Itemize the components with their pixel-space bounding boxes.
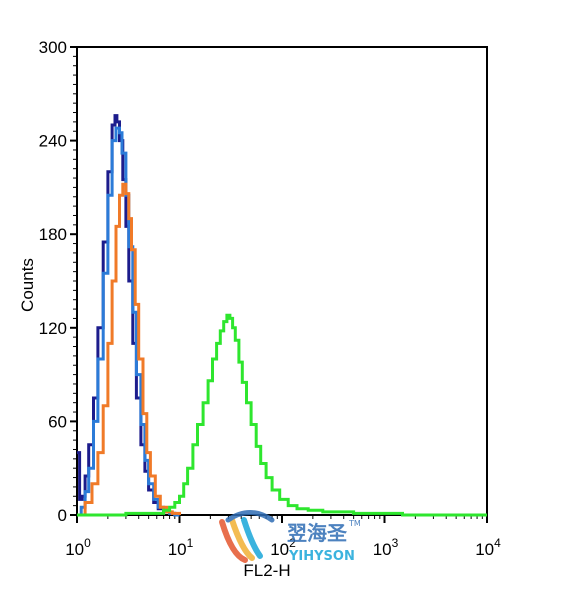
- y-tick-label: 240: [39, 132, 67, 151]
- brand-name-cn: 翌海圣: [287, 521, 348, 545]
- series-line-4: [77, 313, 487, 517]
- y-axis: 0 60 120 180 240 300: [39, 38, 77, 525]
- x-tick-label: 101: [168, 536, 194, 559]
- series-line-3: [77, 182, 181, 517]
- series-line-2: [77, 126, 180, 517]
- x-axis: 100 101 102 103 104: [65, 515, 501, 559]
- y-tick-label: 300: [39, 38, 67, 57]
- y-tick-label: 180: [39, 225, 67, 244]
- series-line-1: [77, 114, 180, 517]
- x-tick-label: 104: [475, 536, 501, 559]
- y-tick-label: 60: [48, 412, 67, 431]
- brand-watermark: 翌海圣 TM YIHYSON: [219, 510, 361, 564]
- series-layer: [77, 114, 487, 517]
- brand-trademark: TM: [348, 519, 361, 528]
- brand-name-en: YIHYSON: [288, 549, 355, 564]
- brand-logo-icon: [219, 510, 275, 563]
- x-tick-label: 102: [270, 536, 296, 559]
- y-tick-label: 0: [58, 506, 67, 525]
- y-axis-title: Counts: [18, 258, 37, 312]
- x-tick-label: 100: [65, 536, 91, 559]
- x-axis-title: FL2-H: [243, 561, 290, 580]
- y-tick-label: 120: [39, 319, 67, 338]
- x-tick-label: 103: [373, 536, 399, 559]
- plot-area: [76, 46, 488, 516]
